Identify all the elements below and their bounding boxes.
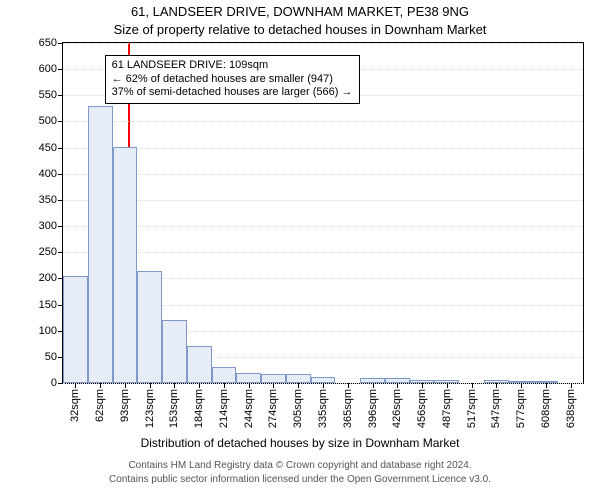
histogram-bar (286, 374, 311, 383)
histogram-bar (63, 276, 88, 383)
annotation-line3: 37% of semi-detached houses are larger (… (112, 86, 353, 100)
annotation-box: 61 LANDSEER DRIVE: 109sqm ← 62% of detac… (105, 55, 360, 104)
xtick-label: 244sqm (243, 389, 255, 428)
ytick-mark (58, 95, 63, 96)
xtick-mark (447, 383, 448, 388)
ytick-mark (58, 174, 63, 175)
ytick-mark (58, 43, 63, 44)
histogram-bar (261, 374, 286, 383)
gridline-h (63, 226, 583, 227)
xtick-label: 305sqm (292, 389, 304, 428)
ytick-mark (58, 69, 63, 70)
xtick-label: 62sqm (94, 389, 106, 422)
xtick-mark (373, 383, 374, 388)
histogram-bar (212, 367, 237, 383)
xtick-mark (174, 383, 175, 388)
xtick-mark (249, 383, 250, 388)
ytick-label: 400 (39, 168, 57, 180)
xtick-label: 153sqm (168, 389, 180, 428)
xtick-label: 32sqm (69, 389, 81, 422)
ytick-label: 650 (39, 37, 57, 49)
gridline-h (63, 148, 583, 149)
footer-line1: Contains HM Land Registry data © Crown c… (0, 460, 600, 471)
histogram-bar (236, 373, 261, 383)
xtick-label: 396sqm (367, 389, 379, 428)
ytick-mark (58, 200, 63, 201)
xtick-label: 274sqm (267, 389, 279, 428)
ytick-mark (58, 383, 63, 384)
xtick-mark (323, 383, 324, 388)
xtick-label: 365sqm (342, 389, 354, 428)
histogram-bar (162, 320, 187, 383)
xtick-mark (199, 383, 200, 388)
ytick-label: 0 (51, 377, 57, 389)
ytick-label: 200 (39, 272, 57, 284)
xtick-label: 93sqm (119, 389, 131, 422)
histogram-bar (137, 271, 162, 383)
xtick-mark (571, 383, 572, 388)
xtick-mark (125, 383, 126, 388)
ytick-label: 150 (39, 299, 57, 311)
xtick-label: 577sqm (515, 389, 527, 428)
plot-area: 0501001502002503003504004505005506006503… (62, 42, 584, 384)
gridline-h (63, 200, 583, 201)
x-axis-label: Distribution of detached houses by size … (0, 436, 600, 450)
xtick-mark (75, 383, 76, 388)
xtick-label: 184sqm (193, 389, 205, 428)
xtick-label: 426sqm (391, 389, 403, 428)
xtick-label: 214sqm (218, 389, 230, 428)
ytick-mark (58, 148, 63, 149)
footer-line2: Contains public sector information licen… (0, 474, 600, 485)
ytick-label: 450 (39, 142, 57, 154)
xtick-label: 335sqm (317, 389, 329, 428)
ytick-label: 600 (39, 63, 57, 75)
xtick-label: 456sqm (416, 389, 428, 428)
xtick-mark (224, 383, 225, 388)
xtick-mark (472, 383, 473, 388)
chart-title-line1: 61, LANDSEER DRIVE, DOWNHAM MARKET, PE38… (0, 4, 600, 19)
xtick-mark (397, 383, 398, 388)
gridline-h (63, 43, 583, 44)
ytick-label: 50 (45, 351, 57, 363)
xtick-mark (546, 383, 547, 388)
xtick-label: 123sqm (144, 389, 156, 428)
ytick-mark (58, 121, 63, 122)
annotation-line2: ← 62% of detached houses are smaller (94… (112, 73, 353, 87)
chart-title-line2: Size of property relative to detached ho… (0, 22, 600, 37)
annotation-line1: 61 LANDSEER DRIVE: 109sqm (112, 59, 353, 73)
xtick-mark (273, 383, 274, 388)
ytick-mark (58, 226, 63, 227)
ytick-label: 500 (39, 115, 57, 127)
xtick-mark (298, 383, 299, 388)
xtick-mark (496, 383, 497, 388)
xtick-label: 638sqm (565, 389, 577, 428)
ytick-label: 300 (39, 220, 57, 232)
ytick-label: 100 (39, 325, 57, 337)
xtick-mark (150, 383, 151, 388)
gridline-h (63, 121, 583, 122)
xtick-mark (521, 383, 522, 388)
xtick-mark (422, 383, 423, 388)
histogram-bar (187, 346, 212, 383)
property-size-histogram: 61, LANDSEER DRIVE, DOWNHAM MARKET, PE38… (0, 0, 600, 500)
xtick-label: 487sqm (441, 389, 453, 428)
histogram-bar (88, 106, 113, 383)
gridline-h (63, 174, 583, 175)
ytick-mark (58, 252, 63, 253)
ytick-label: 350 (39, 194, 57, 206)
xtick-label: 608sqm (540, 389, 552, 428)
xtick-label: 547sqm (490, 389, 502, 428)
xtick-label: 517sqm (466, 389, 478, 428)
xtick-mark (100, 383, 101, 388)
ytick-label: 250 (39, 246, 57, 258)
xtick-mark (348, 383, 349, 388)
histogram-bar (113, 147, 138, 383)
gridline-h (63, 252, 583, 253)
ytick-label: 550 (39, 89, 57, 101)
